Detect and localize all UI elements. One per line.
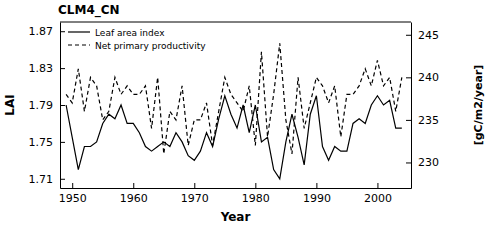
- tick-label: 230: [418, 156, 439, 169]
- tick-mark: [72, 183, 73, 188]
- tick-mark: [377, 183, 378, 188]
- tick-mark: [60, 142, 65, 143]
- lines: [66, 43, 402, 178]
- tick-label: 1.87: [29, 25, 54, 38]
- tick-label: 1970: [181, 192, 209, 205]
- tick-mark: [194, 183, 195, 188]
- legend-entry: Net primary productivity: [68, 41, 206, 51]
- x-axis-title: Year: [220, 210, 251, 224]
- tick-mark: [406, 77, 411, 78]
- tick-label: 1.71: [29, 173, 54, 186]
- y2-axis-line: [411, 23, 412, 189]
- y-axis-title: LAI: [3, 94, 17, 115]
- tick: 245: [406, 29, 439, 42]
- tick-mark: [406, 35, 411, 36]
- tick: 1950: [59, 183, 87, 205]
- tick-mark: [60, 105, 65, 106]
- series-line: [66, 43, 402, 154]
- tick: 2000: [364, 183, 392, 205]
- tick-label: 1.79: [29, 99, 54, 112]
- tick-mark: [133, 183, 134, 188]
- tick-label: 240: [418, 71, 439, 84]
- tick-label: 245: [418, 29, 439, 42]
- tick-label: 1.83: [29, 62, 54, 75]
- frame: [60, 22, 411, 23]
- tick-label: 1980: [242, 192, 270, 205]
- tick: 1.79: [29, 99, 66, 112]
- x-axis: 1950 1960 1970 1980 1990 2000: [59, 183, 412, 205]
- tick-mark: [60, 179, 65, 180]
- tick: 235: [406, 114, 439, 127]
- legend-label: Leaf area index: [95, 28, 165, 38]
- tick-mark: [406, 162, 411, 163]
- tick: 1.71: [29, 173, 66, 186]
- tick: 1980: [242, 183, 270, 205]
- tick-label: 2000: [364, 192, 392, 205]
- tick: 240: [406, 71, 439, 84]
- tick-label: 1990: [303, 192, 331, 205]
- tick-mark: [255, 183, 256, 188]
- chart: 1950 1960 1970 1980 1990 2000 1.71 1.75 1.79 1.83…: [0, 0, 492, 243]
- tick: 1990: [303, 183, 331, 205]
- tick: 230: [406, 156, 439, 169]
- y2-axis-title: [gC/m2/year]: [472, 65, 485, 146]
- legend-label: Net primary productivity: [95, 41, 206, 51]
- tick: 1970: [181, 183, 209, 205]
- legend-entry: Leaf area index: [68, 28, 165, 38]
- y-axis: 1.71 1.75 1.79 1.83 1.87: [29, 23, 66, 189]
- tick: 1.75: [29, 136, 66, 149]
- tick-mark: [60, 31, 65, 32]
- tick-mark: [406, 120, 411, 121]
- y2-axis: 230 235 240 245: [406, 23, 439, 189]
- tick-mark: [60, 68, 65, 69]
- tick: 1960: [120, 183, 148, 205]
- tick-label: 235: [418, 114, 439, 127]
- legend: Leaf area index Net primary productivity: [68, 28, 206, 51]
- title: CLM4_CN: [58, 3, 120, 18]
- tick: 1.83: [29, 62, 66, 75]
- series-line: [66, 96, 402, 179]
- legend-swatch: [68, 31, 90, 32]
- legend-swatch: [68, 44, 90, 45]
- x-axis-line: [61, 188, 412, 189]
- tick: 1.87: [29, 25, 66, 38]
- tick-mark: [316, 183, 317, 188]
- tick-label: 1960: [120, 192, 148, 205]
- plot: 1950 1960 1970 1980 1990 2000 1.71 1.75 1.79 1.83…: [29, 22, 440, 205]
- tick-label: 1950: [59, 192, 87, 205]
- tick-label: 1.75: [29, 136, 54, 149]
